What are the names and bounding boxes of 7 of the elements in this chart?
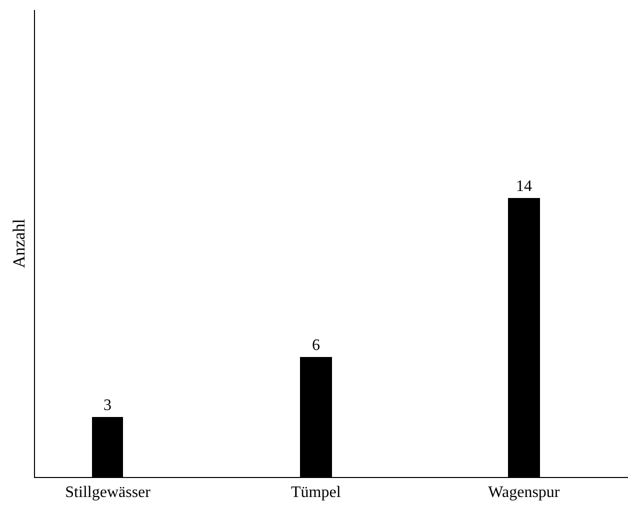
- x-tick-label: Stillgewässer: [65, 484, 152, 502]
- data-label: 14: [516, 178, 532, 195]
- data-label: 3: [104, 397, 112, 414]
- y-axis-title: Anzahl: [10, 218, 29, 268]
- x-tick-label: Wagenspur: [488, 484, 560, 502]
- data-label: 6: [312, 337, 320, 354]
- x-tick-label: Tümpel: [291, 484, 342, 502]
